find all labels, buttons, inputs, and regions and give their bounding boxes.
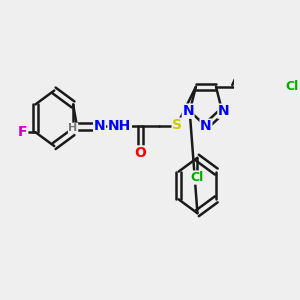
Text: N: N — [182, 104, 194, 118]
Text: Cl: Cl — [286, 80, 299, 93]
Text: O: O — [135, 146, 147, 160]
Text: Cl: Cl — [191, 171, 204, 184]
Text: S: S — [172, 118, 182, 132]
Text: F: F — [18, 125, 28, 139]
Text: N: N — [200, 119, 212, 133]
Text: N: N — [218, 104, 230, 118]
Text: H: H — [68, 123, 78, 133]
Text: NH: NH — [108, 119, 131, 133]
Text: N: N — [94, 119, 105, 133]
